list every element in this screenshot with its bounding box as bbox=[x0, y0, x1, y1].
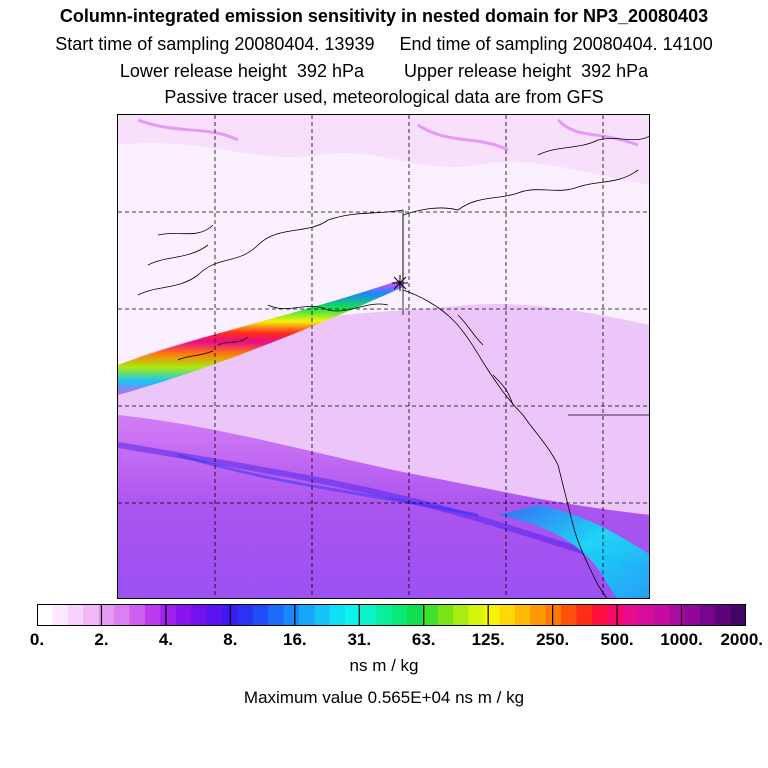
colorbar-swatch bbox=[206, 604, 223, 626]
colorbar-swatch bbox=[252, 604, 269, 626]
colorbar-swatch bbox=[67, 604, 84, 626]
colorbar-tick-label: 0. bbox=[29, 630, 45, 649]
colorbar-swatch bbox=[422, 604, 439, 626]
colorbar-tick-label: 125. bbox=[471, 630, 505, 649]
release-height-subtitle: Lower release height 392 hPa Upper relea… bbox=[119, 61, 649, 81]
colorbar-swatch bbox=[499, 604, 516, 626]
colorbar-swatch bbox=[83, 604, 100, 626]
colorbar-units: ns m / kg bbox=[349, 656, 419, 675]
map-title: Column-integrated emission sensitivity i… bbox=[59, 6, 709, 26]
colorbar-swatch bbox=[360, 604, 377, 626]
colorbar-swatch bbox=[129, 604, 146, 626]
colorbar-tick-label: 250. bbox=[536, 630, 570, 649]
colorbar-swatch bbox=[514, 604, 531, 626]
colorbar-swatches bbox=[37, 604, 746, 626]
colorbar-swatch bbox=[730, 604, 746, 626]
colorbar-swatch bbox=[391, 604, 408, 626]
colorbar-swatch bbox=[638, 604, 655, 626]
colorbar-swatch bbox=[684, 604, 701, 626]
colorbar-tick-label: 500. bbox=[600, 630, 634, 649]
colorbar-swatch bbox=[299, 604, 315, 626]
colorbar-swatch bbox=[622, 604, 639, 626]
colorbar-tick-label: 2. bbox=[94, 630, 109, 649]
colorbar-tick-label: 8. bbox=[223, 630, 238, 649]
colorbar-swatch bbox=[283, 604, 300, 626]
sampling-time-subtitle: Start time of sampling 20080404. 13939 E… bbox=[55, 34, 713, 54]
colorbar-swatch bbox=[653, 604, 670, 626]
lat-lon-grid bbox=[118, 115, 649, 598]
colorbar-tick-labels: 0. 2. 4. 8. 16. 31. 63. 125. 250. 500. 1000. 2000. bbox=[0, 630, 768, 654]
colorbar-swatch bbox=[607, 604, 624, 626]
colorbar-swatch bbox=[453, 604, 470, 626]
colorbar-swatch bbox=[314, 604, 331, 626]
colorbar-tick-label: 63. bbox=[411, 630, 436, 649]
colorbar-swatch bbox=[406, 604, 423, 626]
release-point-marker bbox=[392, 275, 408, 291]
colorbar-swatch bbox=[144, 604, 161, 626]
colorbar-tick-label: 16. bbox=[282, 630, 307, 649]
colorbar-swatch bbox=[175, 604, 192, 626]
upper-sensitivity-patches bbox=[118, 115, 649, 185]
colorbar-tick-label: 1000. bbox=[660, 630, 703, 649]
colorbar-swatch bbox=[160, 604, 177, 626]
colorbar-swatch bbox=[483, 604, 500, 626]
colorbar-swatch bbox=[237, 604, 254, 626]
colorbar-swatch bbox=[576, 604, 593, 626]
coastlines bbox=[137, 135, 649, 598]
colorbar-swatch bbox=[329, 604, 346, 626]
colorbar-swatch bbox=[668, 604, 685, 626]
colorbar-swatch bbox=[715, 604, 732, 626]
tracer-info-subtitle: Passive tracer used, meteorological data… bbox=[164, 87, 604, 107]
colorbar-tick-label: 2000. bbox=[720, 630, 764, 649]
colorbar-swatch bbox=[114, 604, 130, 626]
colorbar-swatch bbox=[699, 604, 716, 626]
maximum-value-label: Maximum value 0.565E+04 ns m / kg bbox=[243, 688, 525, 707]
colorbar-swatch bbox=[191, 604, 208, 626]
colorbar-tick-label: 4. bbox=[158, 630, 173, 649]
map-canvas bbox=[118, 115, 649, 598]
colorbar-swatch bbox=[561, 604, 577, 626]
colorbar-swatch bbox=[268, 604, 285, 626]
colorbar-swatch bbox=[376, 604, 392, 626]
colorbar-swatch bbox=[98, 604, 115, 626]
colorbar-swatch bbox=[591, 604, 608, 626]
colorbar-swatch bbox=[545, 604, 562, 626]
sensitivity-map bbox=[117, 114, 650, 599]
colorbar-swatch bbox=[468, 604, 485, 626]
colorbar-tick-label: 31. bbox=[347, 630, 372, 649]
colorbar-swatch bbox=[345, 604, 362, 626]
colorbar-swatch bbox=[37, 604, 53, 626]
cyan-plume bbox=[498, 505, 649, 598]
colorbar-swatch bbox=[52, 604, 69, 626]
lower-sensitivity-region bbox=[118, 415, 649, 598]
colorbar-swatch bbox=[530, 604, 547, 626]
colorbar bbox=[37, 604, 746, 626]
colorbar-swatch bbox=[437, 604, 454, 626]
colorbar-border bbox=[37, 604, 746, 626]
